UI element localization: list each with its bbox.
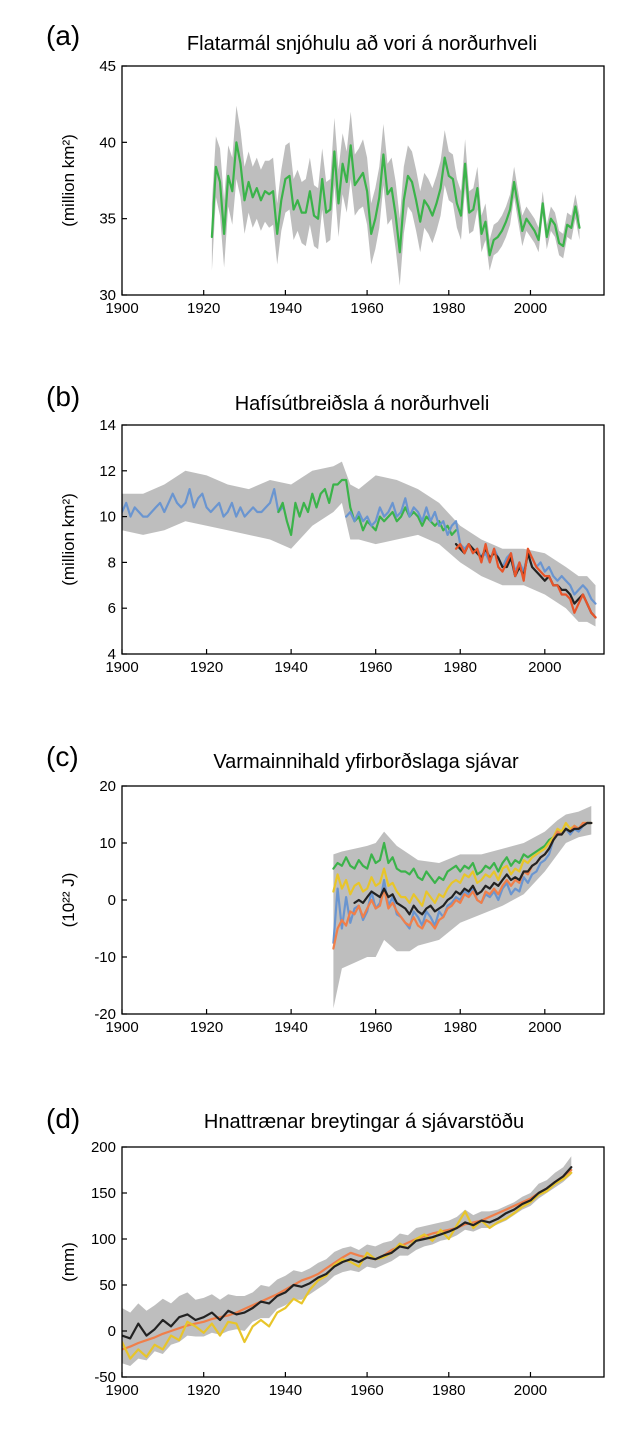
- y-axis-label-c: (10²² J): [59, 873, 78, 928]
- x-tick-label-d-1900: 1900: [105, 1382, 138, 1399]
- y-tick-label-c--20: -20: [94, 1006, 116, 1023]
- panel-title-c: Varmainnihald yfirborðslaga sjávar: [213, 751, 519, 773]
- x-tick-label-c-1900: 1900: [105, 1019, 138, 1036]
- series-line-a-0-green: [210, 141, 581, 257]
- plot-frame-d: [121, 1146, 605, 1378]
- y-tick-label-b-4: 4: [108, 646, 116, 663]
- y-tick-label-a-30: 30: [99, 287, 116, 304]
- y-axis-label-a: (million km²): [59, 134, 78, 227]
- x-tick-label-d-1920: 1920: [187, 1382, 220, 1399]
- panel-title-b: Hafísútbreiðsla á norðurhveli: [235, 393, 490, 415]
- y-axis-label-d: (mm): [59, 1242, 78, 1282]
- x-tick-label-c-1980: 1980: [444, 1019, 477, 1036]
- x-tick-label-b-1920: 1920: [190, 659, 223, 676]
- y-tick-label-a-40: 40: [99, 134, 116, 151]
- series-line-b-0-blue: [122, 488, 284, 518]
- plot-area-b: [122, 461, 597, 627]
- series-line-b-4-red: [454, 543, 597, 619]
- plot-area-d: [122, 1156, 573, 1366]
- y-tick-label-b-6: 6: [108, 600, 116, 617]
- y-tick-label-d--50: -50: [94, 1369, 116, 1386]
- y-tick-label-c--10: -10: [94, 949, 116, 966]
- x-tick-label-a-1980: 1980: [432, 300, 465, 317]
- x-tick-label-d-1940: 1940: [269, 1382, 302, 1399]
- x-tick-label-a-2000: 2000: [514, 300, 547, 317]
- x-tick-label-b-1960: 1960: [359, 659, 392, 676]
- y-tick-label-b-14: 14: [99, 417, 116, 434]
- series-line-b-1-green: [277, 478, 458, 536]
- uncertainty-band-b-0: [122, 461, 596, 627]
- x-tick-label-d-2000: 2000: [514, 1382, 547, 1399]
- x-tick-label-c-1920: 1920: [190, 1019, 223, 1036]
- panel-letter-a: (a): [46, 20, 80, 51]
- y-tick-label-c-20: 20: [99, 778, 116, 795]
- panel-letter-b: (b): [46, 381, 80, 412]
- uncertainty-band-a-0: [211, 105, 580, 286]
- panel-b: (b) Hafísútbreiðsla á norðurhveli 1900 19…: [46, 381, 605, 676]
- x-tick-label-b-1900: 1900: [105, 659, 138, 676]
- x-tick-label-c-1940: 1940: [274, 1019, 307, 1036]
- y-axis-label-b: (million km²): [59, 493, 78, 586]
- y-tick-label-a-45: 45: [99, 58, 116, 75]
- plot-frame-a: [121, 65, 605, 296]
- series-line-c-1-yellow: [332, 821, 593, 907]
- plot-frame-b: [121, 424, 605, 655]
- x-tick-label-b-1940: 1940: [274, 659, 307, 676]
- y-tick-label-b-8: 8: [108, 554, 116, 571]
- panel-title-a: Flatarmál snjóhulu að vori á norðurhveli: [187, 33, 537, 55]
- y-tick-label-c-0: 0: [108, 892, 116, 909]
- x-tick-label-a-1900: 1900: [105, 300, 138, 317]
- y-tick-label-c-10: 10: [99, 835, 116, 852]
- plot-area-a: [210, 105, 581, 286]
- x-tick-label-b-2000: 2000: [528, 659, 561, 676]
- panel-c: (c) Varmainnihald yfirborðslaga sjávar 1…: [46, 741, 605, 1036]
- series-line-d-2-black: [122, 1166, 573, 1340]
- series-line-c-4-black: [353, 821, 593, 916]
- plot-area-c: [332, 806, 593, 1009]
- y-tick-label-b-10: 10: [99, 509, 116, 526]
- y-tick-label-d-0: 0: [108, 1323, 116, 1340]
- x-tick-label-d-1980: 1980: [432, 1382, 465, 1399]
- panel-d: (d) Hnattrænar breytingar á sjávarstöðu …: [46, 1103, 605, 1399]
- x-tick-label-b-1980: 1980: [444, 659, 477, 676]
- series-line-c-0-green: [332, 821, 593, 884]
- x-tick-label-a-1960: 1960: [350, 300, 383, 317]
- x-tick-label-d-1960: 1960: [350, 1382, 383, 1399]
- x-tick-label-a-1920: 1920: [187, 300, 220, 317]
- x-tick-label-c-1960: 1960: [359, 1019, 392, 1036]
- panel-title-d: Hnattrænar breytingar á sjávarstöðu: [204, 1111, 524, 1133]
- y-tick-label-b-12: 12: [99, 463, 116, 480]
- y-tick-label-d-50: 50: [99, 1277, 116, 1294]
- panel-letter-c: (c): [46, 741, 79, 772]
- y-tick-label-d-100: 100: [91, 1231, 116, 1248]
- panel-letter-d: (d): [46, 1103, 80, 1134]
- x-tick-label-c-2000: 2000: [528, 1019, 561, 1036]
- x-tick-label-a-1940: 1940: [269, 300, 302, 317]
- y-tick-label-a-35: 35: [99, 211, 116, 228]
- y-tick-label-d-200: 200: [91, 1139, 116, 1156]
- y-tick-label-d-150: 150: [91, 1185, 116, 1202]
- series-line-d-0-orange: [122, 1168, 573, 1351]
- panel-a: (a) Flatarmál snjóhulu að vori á norðurh…: [46, 20, 605, 317]
